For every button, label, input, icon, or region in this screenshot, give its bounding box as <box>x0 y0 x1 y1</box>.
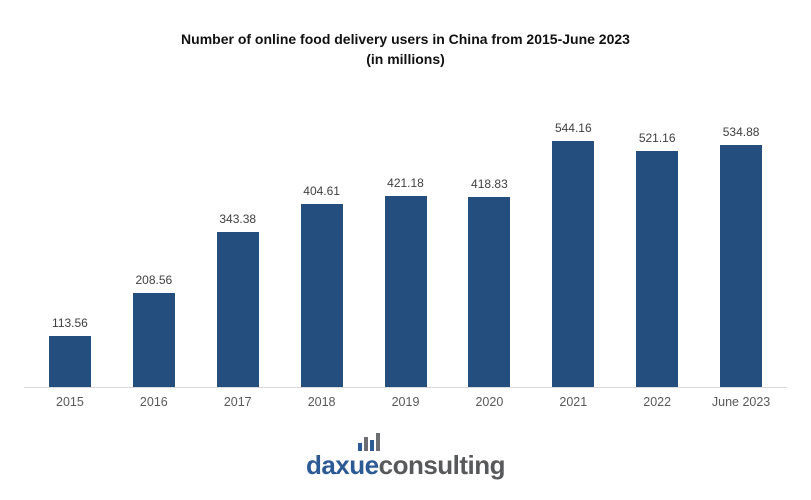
x-axis-label: 2021 <box>559 395 588 410</box>
x-axis-label: 2020 <box>475 395 504 410</box>
x-axis-label: 2018 <box>307 395 336 410</box>
bar-column: 113.56 <box>28 109 112 388</box>
bar-column: 343.38 <box>196 109 280 388</box>
x-axis-label: 2019 <box>391 395 420 410</box>
bar-value-label: 343.38 <box>219 211 257 226</box>
bar-chart-icon <box>357 432 380 452</box>
bar-column: 421.18 <box>364 109 448 388</box>
bar-column: 418.83 <box>447 109 531 388</box>
bar <box>468 197 511 388</box>
chart-subtitle: (in millions) <box>366 50 445 67</box>
bar-value-label: 521.16 <box>638 130 676 145</box>
bar <box>552 140 595 388</box>
x-axis-label: 2016 <box>139 395 168 410</box>
plot-area: 113.56 208.56 343.38 404.61 421.18 418.83 544.… <box>28 109 783 388</box>
bar <box>300 203 343 388</box>
logo-text-primary: daxue <box>305 450 379 481</box>
x-axis-labels: 2015 2016 2017 2018 2019 2020 2021 2022 June 202… <box>28 395 783 409</box>
daxue-consulting-logo: daxueconsulting <box>305 432 506 481</box>
bar <box>636 150 679 388</box>
bar-value-label: 544.16 <box>554 120 592 135</box>
bar-column: 404.61 <box>280 109 364 388</box>
bar-column: 521.16 <box>615 109 699 388</box>
chart-title: Number of online food delivery users in … <box>181 31 630 47</box>
bar-value-label: 421.18 <box>387 176 424 191</box>
bar-value-label: 113.56 <box>52 315 88 330</box>
bar <box>384 196 427 388</box>
bar-column: 534.88 <box>699 109 783 388</box>
x-axis-label: 2015 <box>56 395 84 410</box>
logo-area: daxueconsulting <box>0 432 811 481</box>
logo-text-secondary: consulting <box>378 450 506 481</box>
x-axis-line <box>24 387 787 389</box>
bar-value-label: 418.83 <box>471 177 508 192</box>
bar <box>216 231 259 388</box>
chart-header: Number of online food delivery users in … <box>0 0 811 69</box>
x-axis-label: 2022 <box>643 395 672 410</box>
x-axis-label: 2017 <box>223 395 252 410</box>
bar <box>132 292 175 388</box>
bar-value-label: 534.88 <box>722 124 760 139</box>
bar-column: 544.16 <box>531 109 615 388</box>
bar-value-label: 404.61 <box>303 183 340 198</box>
bar-value-label: 208.56 <box>135 272 173 287</box>
bar <box>48 335 91 388</box>
bar-column: 208.56 <box>112 109 196 388</box>
bar <box>720 144 763 388</box>
x-axis-label: June 2023 <box>711 395 771 410</box>
